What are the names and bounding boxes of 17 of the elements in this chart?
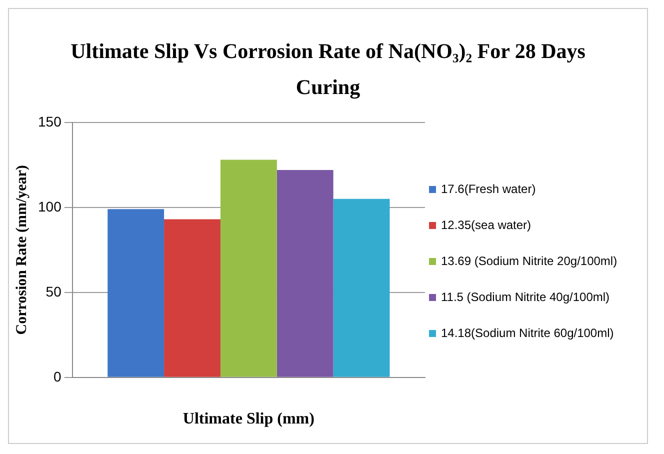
y-axis-title: Corrosion Rate (mm/year)	[14, 165, 30, 335]
legend-label: 12.35(sea water)	[441, 218, 532, 232]
chart-title: Ultimate Slip Vs Corrosion Rate of Na(NO₃)₂ For 28 Days Curing	[70, 38, 586, 101]
bar	[108, 209, 164, 377]
y-tick-label: 100	[38, 198, 62, 214]
legend-label: 13.69 (Sodium Nitrite 20g/100ml)	[441, 254, 618, 268]
bar	[333, 198, 390, 377]
y-tick-label: 150	[38, 113, 62, 130]
bar	[220, 160, 277, 377]
bar	[276, 170, 334, 377]
x-axis-title: Ultimate Slip (mm)	[182, 410, 314, 428]
legend-label: 11.5 (Sodium Nitrite 40g/100ml)	[441, 290, 610, 304]
legend-label: 17.6(Fresh water)	[441, 182, 536, 196]
y-tick-label: 0	[54, 368, 62, 384]
bar	[164, 219, 220, 377]
legend-label: 14.18(Sodium Nitrite 60g/100ml)	[441, 326, 614, 340]
y-tick-label: 50	[46, 283, 62, 300]
